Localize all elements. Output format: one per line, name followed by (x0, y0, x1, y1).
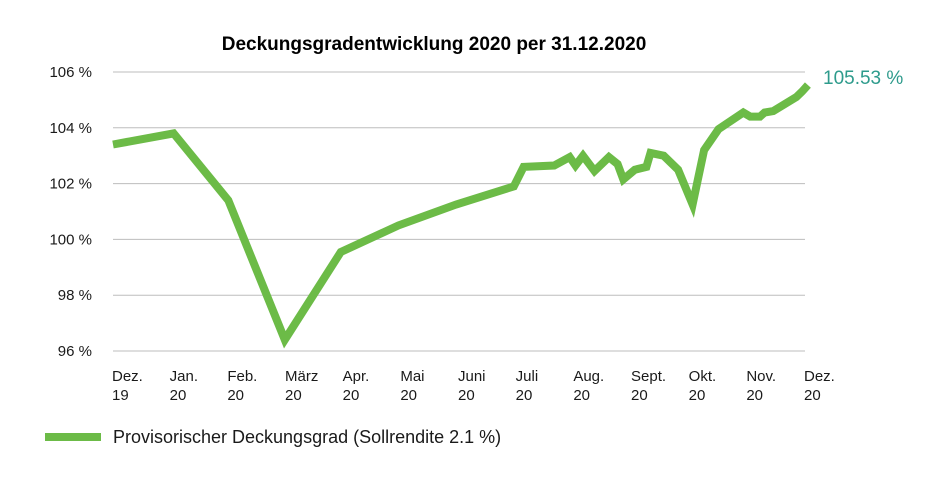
x-tick-label: Nov. 20 (746, 368, 776, 404)
x-tick-month: Dez. (112, 368, 143, 385)
x-tick-month: Juni (458, 368, 486, 385)
x-tick-month: Nov. (746, 368, 776, 385)
legend-label: Provisorischer Deckungsgrad (Sollrendite… (113, 427, 501, 447)
x-tick-year: 20 (458, 387, 475, 404)
grid-lines (113, 71, 805, 352)
x-tick-label: Dez. 19 (112, 368, 143, 404)
x-tick-year: 20 (573, 387, 590, 404)
x-tick-label: Mai 20 (400, 368, 424, 404)
legend: Provisorischer Deckungsgrad (Sollrendite… (45, 427, 501, 447)
x-tick-year: 20 (227, 387, 244, 404)
x-tick-year: 20 (746, 387, 763, 404)
x-tick-label: Okt. 20 (689, 368, 717, 404)
x-tick-month: Aug. (573, 368, 604, 385)
x-tick-year: 20 (516, 387, 533, 404)
x-tick-label: Juli 20 (516, 368, 539, 404)
x-tick-year: 20 (170, 387, 187, 404)
x-tick-label: Aug. 20 (573, 368, 604, 404)
x-tick-label: Dez. 20 (804, 368, 835, 404)
y-tick-label: 106 % (49, 64, 92, 81)
y-tick-label: 96 % (58, 343, 92, 360)
series-line-0 (112, 82, 811, 349)
x-tick-year: 19 (112, 387, 129, 404)
x-tick-month: Mai (400, 368, 424, 385)
x-tick-month: Feb. (227, 368, 257, 385)
x-tick-label: Jan. 20 (170, 368, 198, 404)
x-tick-month: Apr. (343, 368, 370, 385)
plot-lines (112, 82, 811, 349)
x-axis: Dez. 19 Jan. 20 Feb. 20 März 20 Apr. 20 Mai 20 Juni 2… (112, 368, 835, 404)
x-tick-year: 20 (689, 387, 706, 404)
x-tick-year: 20 (804, 387, 821, 404)
x-tick-year: 20 (285, 387, 302, 404)
end-value-label: 105.53 % (823, 68, 903, 89)
x-tick-year: 20 (400, 387, 417, 404)
x-tick-month: Juli (516, 368, 539, 385)
x-tick-label: Apr. 20 (343, 368, 370, 404)
x-tick-month: Jan. (170, 368, 198, 385)
x-tick-month: Dez. (804, 368, 835, 385)
chart-title: Deckungsgradentwicklung 2020 per 31.12.2… (222, 34, 647, 55)
x-tick-month: Sept. (631, 368, 666, 385)
y-tick-label: 100 % (49, 231, 92, 248)
x-tick-year: 20 (631, 387, 648, 404)
y-tick-label: 104 % (49, 120, 92, 137)
x-tick-label: Sept. 20 (631, 368, 666, 404)
x-tick-month: März (285, 368, 318, 385)
y-axis: 106 % 104 % 102 % 100 % 98 % 96 % (49, 64, 92, 360)
x-tick-label: Juni 20 (458, 368, 486, 404)
y-tick-label: 98 % (58, 287, 92, 304)
x-tick-month: Okt. (689, 368, 717, 385)
x-tick-label: Feb. 20 (227, 368, 257, 404)
x-tick-label: März 20 (285, 368, 318, 404)
y-tick-label: 102 % (49, 176, 92, 193)
x-tick-year: 20 (343, 387, 360, 404)
